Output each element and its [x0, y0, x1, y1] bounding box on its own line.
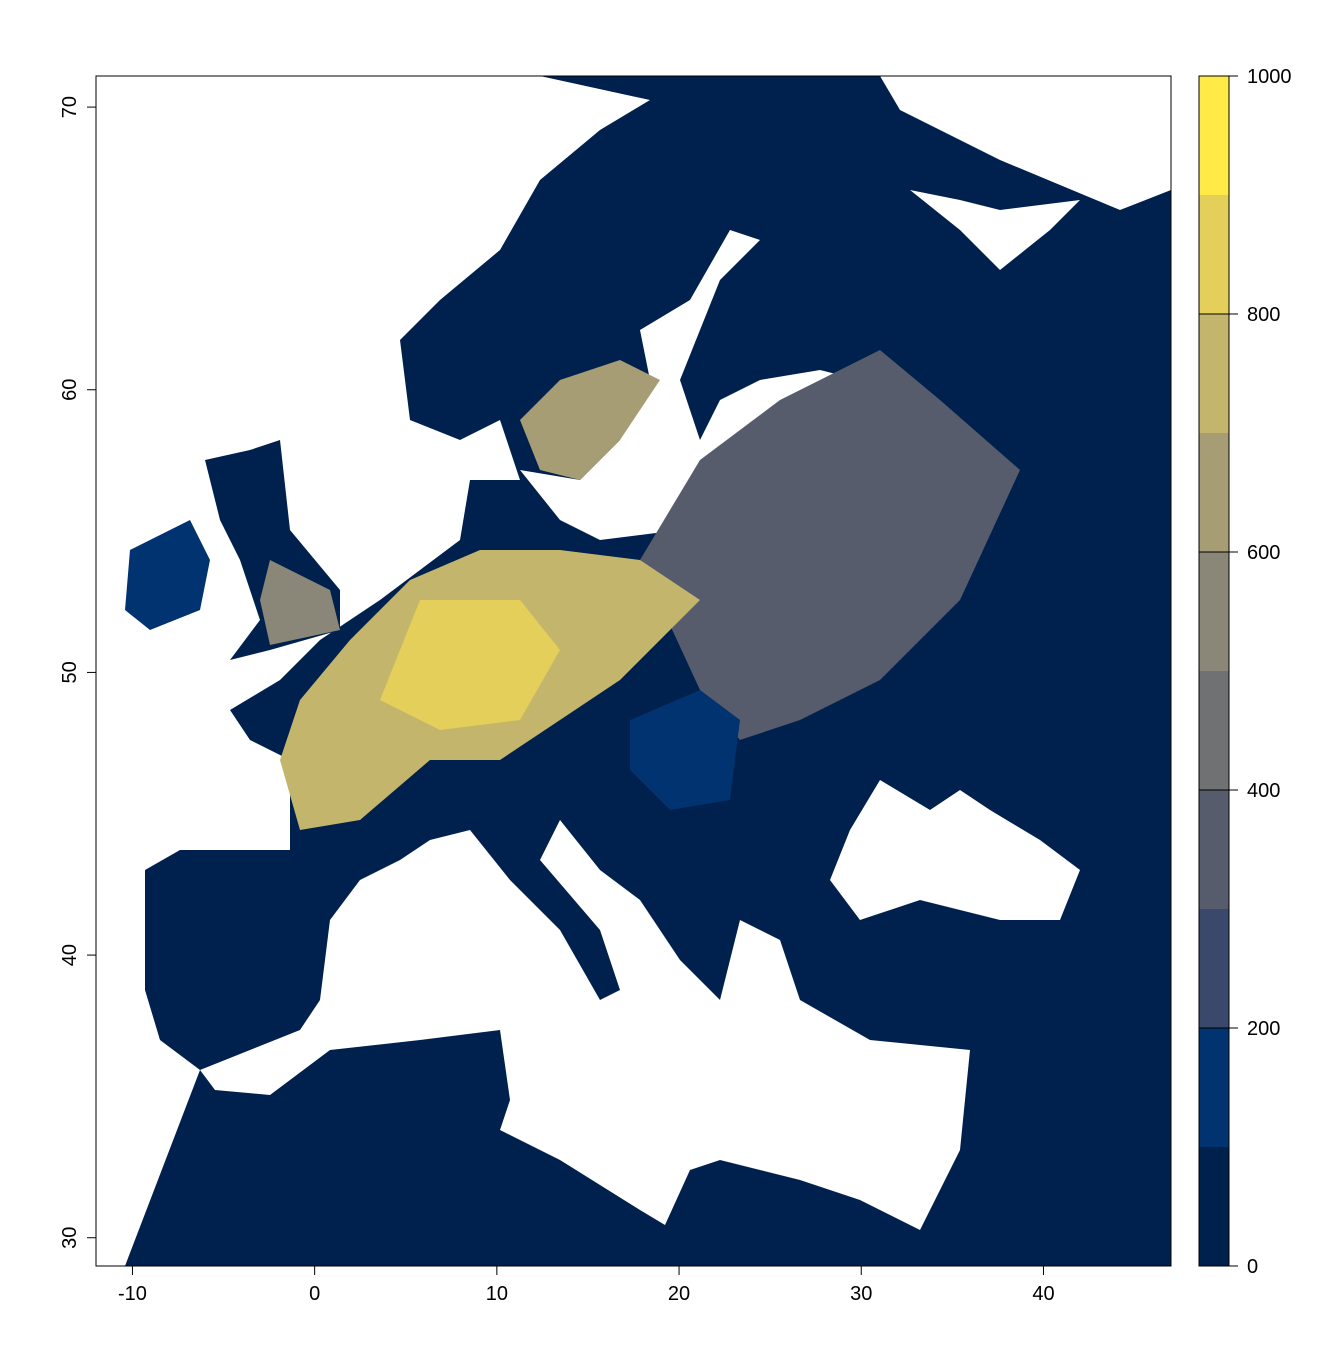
x-tick-label: 30 [850, 1283, 872, 1305]
colorbar-bin [1199, 76, 1229, 195]
atlantic [96, 76, 650, 1266]
carpathian-basin [630, 690, 740, 810]
colorbar-bin [1199, 790, 1229, 909]
black-sea [830, 780, 1080, 920]
seas [96, 76, 1171, 1266]
arctic [880, 76, 1171, 210]
colorbar-bin [1199, 195, 1229, 314]
plot-frame [95, 75, 1172, 1267]
white-sea [910, 190, 1080, 270]
x-tick-label: 0 [309, 1283, 320, 1305]
y-tick-label: 60 [59, 379, 81, 401]
colorbar-tick-label: 600 [1247, 542, 1280, 564]
x-tick-label: -10 [118, 1283, 147, 1305]
colorbar-bin [1199, 909, 1229, 1028]
colorbar-bin [1199, 552, 1229, 671]
britain-south [260, 560, 340, 645]
colorbar-bin [1199, 671, 1229, 790]
central-europe-high [380, 600, 560, 730]
colorbar-tick-label: 800 [1247, 304, 1280, 326]
y-tick-label: 30 [59, 1227, 81, 1249]
y-tick-label: 70 [59, 96, 81, 118]
colorbar-bin [1199, 433, 1229, 552]
x-tick-label: 20 [668, 1283, 690, 1305]
sweden-south [520, 360, 660, 480]
east-europe [640, 350, 1020, 740]
colorbar-bin [1199, 1147, 1229, 1266]
x-tick-label: 40 [1032, 1283, 1054, 1305]
colorbar-bin [1199, 1028, 1229, 1147]
colorbar-bin [1199, 314, 1229, 433]
colorbar-tick-label: 1000 [1247, 66, 1292, 88]
map [96, 76, 1171, 1266]
colorbar-tick-label: 400 [1247, 780, 1280, 802]
colorbar-tick-label: 0 [1247, 1256, 1258, 1278]
mediterranean [200, 820, 970, 1230]
ireland [125, 520, 210, 630]
x-tick-label: 10 [486, 1283, 508, 1305]
colorbar-tick-label: 200 [1247, 1018, 1280, 1040]
baltic [520, 230, 860, 540]
y-tick-label: 50 [59, 661, 81, 683]
y-tick-label: 40 [59, 944, 81, 966]
